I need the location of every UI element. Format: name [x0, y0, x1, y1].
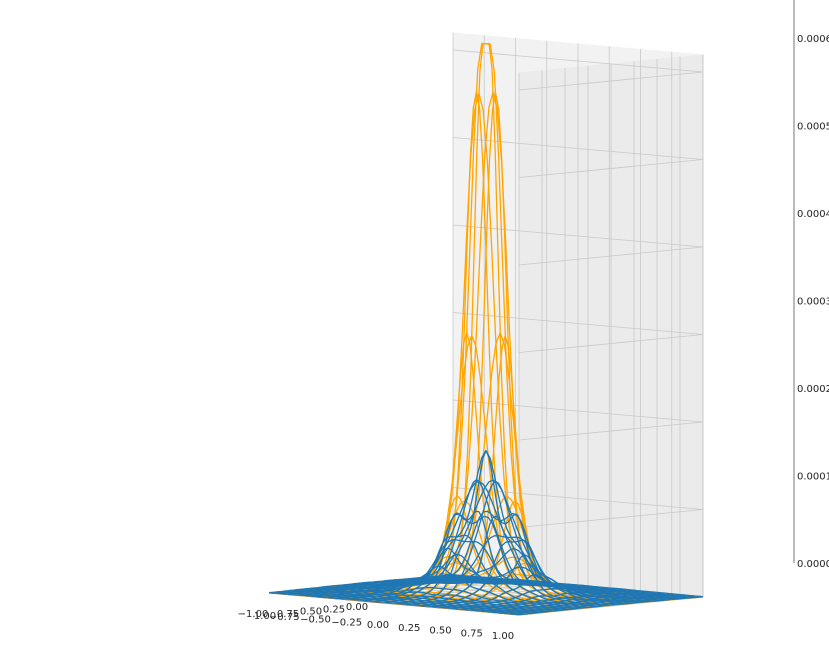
y-tick-label: −0.75	[269, 612, 300, 623]
x-tick-label: 0.75	[277, 609, 299, 620]
blue-wire-line	[332, 553, 583, 609]
x-tick-label: 0.00	[346, 602, 368, 613]
blue-wire-line	[268, 592, 520, 616]
tick-labels: 0.0000 0.0001 0.0002 0.0003 0.0004 0.0005 0.00…	[238, 34, 829, 642]
y-tick-label: −0.50	[300, 615, 331, 626]
blue-wire-line	[318, 586, 569, 611]
z-tick-label: 0.0001	[797, 472, 829, 483]
blue-wire-line	[499, 594, 684, 614]
blue-wire-line	[304, 588, 555, 612]
z-tick-label: 0.0002	[797, 384, 829, 395]
y-tick-label: −0.25	[331, 617, 362, 628]
y-tick-label: 1.00	[492, 631, 514, 642]
y-tick-label: 0.50	[429, 626, 451, 637]
blue-wire-line	[480, 592, 665, 612]
y-tick-label: 0.75	[461, 628, 483, 639]
blue-wire-line	[290, 589, 541, 614]
z-tick-label: 0.0000	[797, 559, 829, 570]
x-tick-label: 1.00	[254, 611, 276, 622]
z-tick-label: 0.0005	[797, 122, 829, 133]
y-tick-label: −1.00	[238, 609, 269, 620]
blue-wire-line	[283, 590, 534, 614]
y-tick-label: 0.00	[367, 620, 389, 631]
blue-wireframe-series	[268, 449, 704, 616]
blue-wire-line	[311, 587, 562, 611]
z-tick-label: 0.0006	[797, 34, 829, 45]
blue-wire-line	[442, 574, 627, 609]
blue-wire-line	[325, 573, 576, 610]
blue-wire-line	[297, 589, 548, 613]
blue-wire-line	[451, 587, 636, 610]
x-tick-label: 0.25	[323, 604, 345, 615]
y-tick-label: 0.25	[398, 623, 420, 634]
blue-wire-line	[276, 591, 527, 615]
blue-wire-line	[490, 593, 675, 613]
blue-wire-line	[518, 596, 704, 616]
x-tick-label: 0.50	[300, 607, 322, 618]
z-tick-label: 0.0004	[797, 209, 829, 220]
z-tick-label: 0.0003	[797, 297, 829, 308]
blue-wire-line	[509, 595, 694, 615]
